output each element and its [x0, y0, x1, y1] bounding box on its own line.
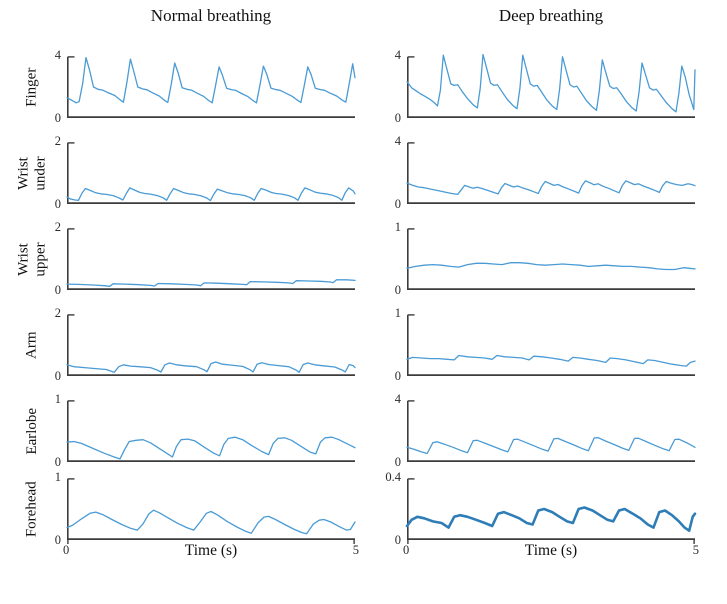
subplot-arm-normal: 2 0 [55, 306, 356, 383]
subplot-finger-normal: 4 0 [55, 48, 356, 125]
subplot-arm-deep: 1 0 [395, 306, 696, 383]
ytick-min: 0 [54, 533, 61, 547]
ytick-max: 4 [394, 48, 401, 62]
wrist-under-deep-plot [406, 142, 696, 204]
row-label-wrist-upper: Wrist upper [15, 241, 49, 277]
ytick-min: 0 [394, 197, 401, 211]
ytick-min: 0 [54, 455, 61, 469]
ytick-max: 2 [54, 306, 61, 320]
row-label-forehead: Forehead [23, 481, 40, 537]
subplot-wrist-upper-normal: 2 0 [55, 220, 356, 297]
row-label-wrist-under: Wrist under [15, 155, 49, 191]
ytick-min: 0 [394, 369, 401, 383]
ytick-max: 4 [54, 48, 61, 62]
xtick-5: 5 [692, 543, 699, 557]
subplot-earlobe-deep: 4 0 [395, 392, 696, 469]
column-title-normal-breathing: Normal breathing [150, 6, 272, 25]
x-axis-label: Time (s) [524, 542, 578, 559]
row-label-arm: Arm [23, 331, 40, 359]
xtick-0: 0 [403, 543, 410, 557]
earlobe-deep-plot [406, 400, 696, 462]
forehead-deep-plot [405, 478, 697, 544]
ytick-min: 0 [394, 533, 401, 547]
earlobe-normal-plot [66, 400, 356, 462]
xtick-0: 0 [63, 543, 70, 557]
subplot-forehead-normal: 1 0 0 5 Time (s) [55, 470, 359, 559]
subplot-forehead-deep: 0.4 0 0 5 Time (s) [385, 470, 699, 559]
wrist-under-normal-plot [66, 142, 356, 204]
ytick-max: 2 [54, 134, 61, 148]
ytick-max: 1 [394, 220, 401, 234]
ytick-max: 0.4 [385, 470, 401, 484]
subplot-wrist-upper-deep: 1 0 [395, 220, 696, 297]
finger-deep-plot [406, 53, 696, 118]
row-label-earlobe: Earlobe [23, 407, 40, 455]
wrist-upper-normal-plot [66, 228, 356, 290]
forehead-normal-plot [66, 478, 356, 544]
ytick-min: 0 [394, 111, 401, 125]
ytick-min: 0 [54, 197, 61, 211]
ytick-min: 0 [54, 283, 61, 297]
subplot-earlobe-normal: 1 0 [55, 392, 356, 469]
wrist-upper-deep-plot [406, 228, 696, 290]
xtick-5: 5 [352, 543, 359, 557]
row-label-finger: Finger [23, 67, 40, 107]
subplot-finger-deep: 4 0 [395, 48, 696, 125]
ytick-max: 1 [54, 392, 61, 406]
ytick-max: 1 [54, 470, 61, 484]
x-axis-label: Time (s) [184, 542, 238, 559]
subplot-wrist-under-normal: 2 0 [55, 134, 356, 211]
arm-deep-plot [406, 314, 696, 376]
arm-normal-plot [66, 314, 356, 376]
ytick-max: 4 [394, 134, 401, 148]
finger-normal-plot [66, 56, 356, 118]
ytick-min: 0 [394, 283, 401, 297]
ytick-min: 0 [54, 369, 61, 383]
ytick-max: 1 [394, 306, 401, 320]
subplot-wrist-under-deep: 4 0 [395, 134, 696, 211]
ytick-max: 2 [54, 220, 61, 234]
column-title-deep-breathing: Deep breathing [498, 6, 604, 25]
ytick-min: 0 [54, 111, 61, 125]
ytick-min: 0 [394, 455, 401, 469]
ytick-max: 4 [394, 392, 401, 406]
